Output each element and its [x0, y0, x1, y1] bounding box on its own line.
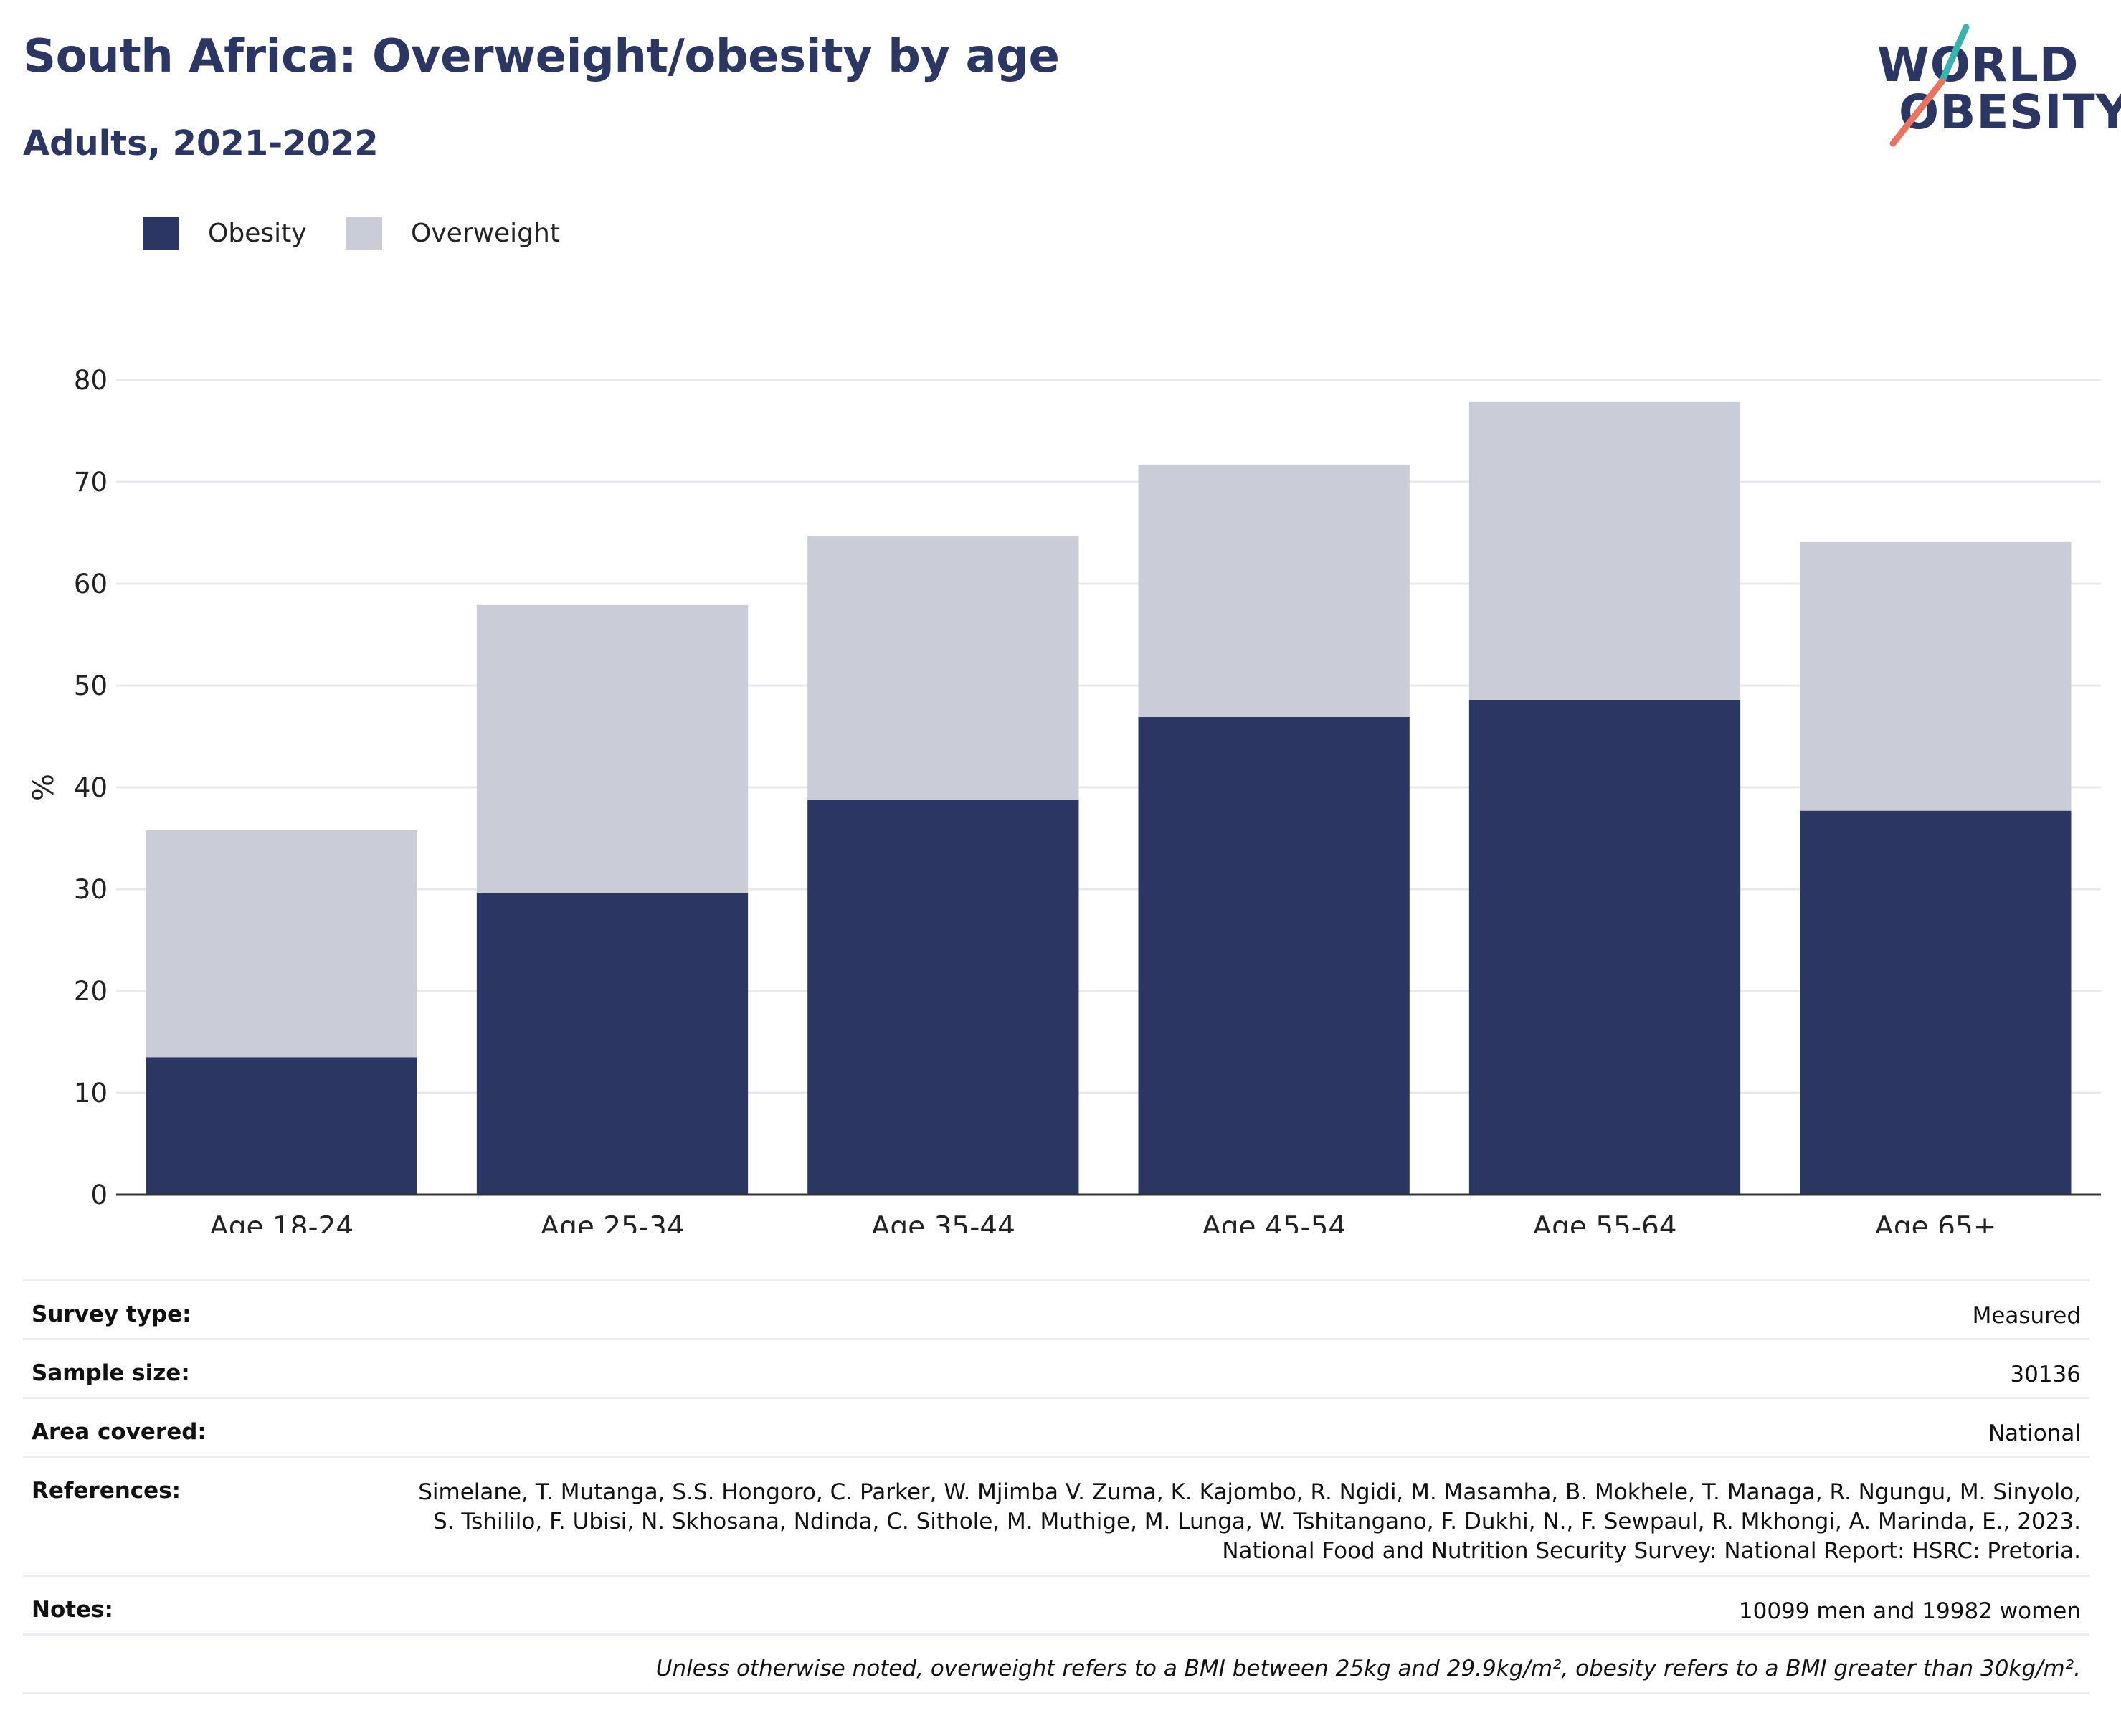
y-tick-label: 10 [74, 1078, 108, 1109]
logo-slash-icon [1889, 24, 1970, 147]
bar-overweight-2[interactable] [807, 536, 1079, 800]
survey-details-table: Survey type: Measured Sample size: 30136… [23, 1279, 2089, 1694]
bar-obesity-5[interactable] [1800, 810, 2072, 1195]
y-tick-label: 40 [74, 772, 108, 803]
meta-row-references: References: Simelane, T. Mutanga, S.S. H… [23, 1456, 2089, 1575]
bar-overweight-4[interactable] [1468, 401, 1741, 700]
meta-key: Survey type: [32, 1301, 191, 1327]
x-tick-label: Age 35-44 [871, 1211, 1015, 1233]
meta-key: Sample size: [32, 1360, 190, 1386]
bar-obesity-3[interactable] [1138, 717, 1410, 1195]
bar-overweight-1[interactable] [476, 604, 749, 893]
meta-value: 10099 men and 19982 women [1738, 1598, 2081, 1624]
legend-swatch-overweight [346, 217, 382, 250]
x-tick-label: Age 25-34 [540, 1211, 684, 1233]
meta-value-references: Simelane, T. Mutanga, S.S. Hongoro, C. P… [418, 1479, 2081, 1564]
chart-title: South Africa: Overweight/obesity by age [23, 30, 1060, 83]
y-tick-label: 70 [74, 467, 108, 498]
meta-key: Notes: [32, 1597, 113, 1623]
x-tick-label: Age 65+ [1874, 1211, 1996, 1233]
table-bottom-rule [23, 1692, 2089, 1694]
bmi-definition-footnote: Unless otherwise noted, overweight refer… [655, 1656, 2081, 1682]
world-obesity-logo: WORLD OBESITY [1871, 20, 2121, 156]
bar-overweight-3[interactable] [1138, 464, 1410, 718]
meta-value: Measured [1972, 1303, 2081, 1329]
y-tick-label: 60 [74, 569, 108, 599]
meta-row-survey-type: Survey type: Measured [23, 1279, 2089, 1338]
y-tick-label: 20 [74, 976, 108, 1007]
y-tick-label: 30 [74, 874, 108, 905]
bar-obesity-2[interactable] [807, 800, 1079, 1195]
y-axis-title: % [27, 774, 60, 801]
meta-value: 30136 [2010, 1362, 2081, 1388]
stacked-bar-chart: 0 10 20 30 40 50 60 70 80% Age 18-24 Age 25-34 Age … [27, 365, 2101, 1233]
bar-obesity-0[interactable] [146, 1057, 417, 1195]
legend-label-overweight: Overweight [411, 218, 560, 248]
x-tick-label: Age 18-24 [209, 1211, 354, 1233]
meta-row-footnote: Unless otherwise noted, overweight refer… [23, 1633, 2089, 1692]
chart-subtitle: Adults, 2021-2022 [23, 123, 379, 163]
logo-text-line1: WORLD [1877, 37, 2079, 93]
y-tick-label: 50 [74, 670, 108, 701]
meta-row-sample-size: Sample size: 30136 [23, 1338, 2089, 1397]
bar-obesity-4[interactable] [1468, 699, 1741, 1195]
y-tick-label: 0 [90, 1180, 108, 1210]
meta-key: Area covered: [32, 1419, 207, 1445]
logo-text-line2: OBESITY [1899, 85, 2121, 140]
bar-obesity-1[interactable] [476, 893, 749, 1195]
legend-swatch-obesity [143, 217, 179, 250]
y-tick-label: 80 [74, 365, 108, 396]
meta-value: National [1988, 1420, 2081, 1446]
meta-row-notes: Notes: 10099 men and 19982 women [23, 1575, 2089, 1633]
legend-item-overweight[interactable]: Overweight [346, 214, 560, 252]
meta-key: References: [32, 1478, 181, 1504]
x-tick-label: Age 45-54 [1202, 1211, 1346, 1233]
bar-overweight-5[interactable] [1800, 541, 2072, 811]
bar-overweight-0[interactable] [146, 830, 417, 1058]
x-tick-label: Age 55-64 [1532, 1211, 1676, 1233]
legend-label-obesity: Obesity [208, 218, 307, 248]
meta-row-area-covered: Area covered: National [23, 1397, 2089, 1456]
legend-item-obesity[interactable]: Obesity [143, 214, 307, 252]
